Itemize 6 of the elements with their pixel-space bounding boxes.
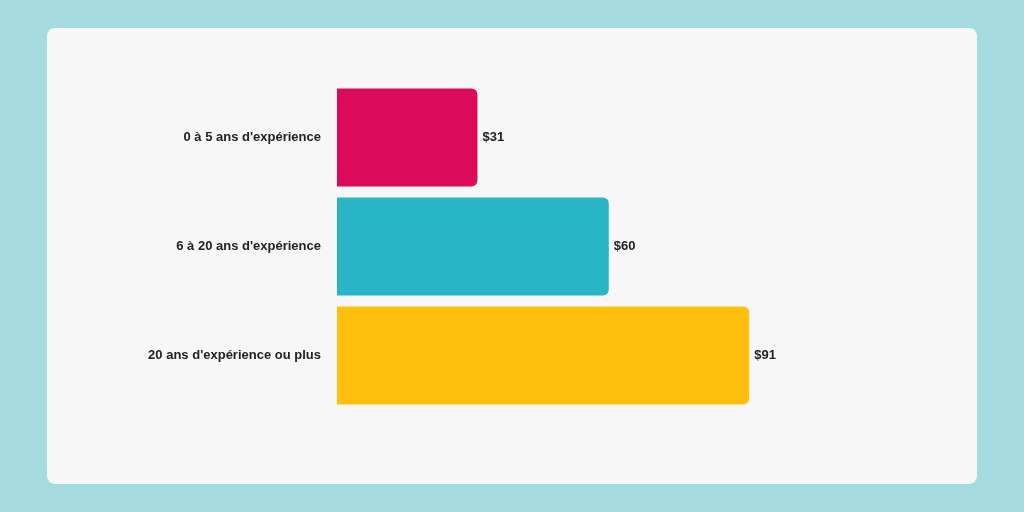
y-tick-label: 20 ans d'expérience ou plus	[148, 347, 321, 363]
y-tick-label: 6 à 20 ans d'expérience	[176, 238, 321, 254]
y-tick-label: 0 à 5 ans d'expérience	[183, 129, 321, 145]
data-label: $31	[482, 129, 505, 145]
data-label: $91	[754, 347, 776, 363]
data-label: $60	[613, 238, 636, 254]
